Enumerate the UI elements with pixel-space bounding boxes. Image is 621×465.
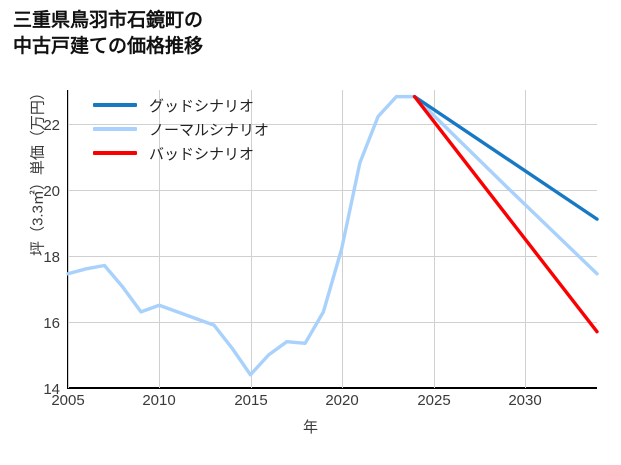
y-tick-label-18: 18 [43, 249, 60, 266]
line-series-good [412, 94, 599, 221]
line-series-bad [412, 94, 599, 334]
gridline-x-2005 [68, 90, 69, 388]
line-series-normal [66, 94, 599, 377]
x-axis-title: 年 [302, 419, 318, 436]
x-tick-label-2025: 2025 [417, 392, 451, 409]
y-tick-label-20: 20 [43, 183, 60, 200]
x-tick-label-2020: 2020 [325, 392, 359, 409]
title-line-2: 中古戸建ての価格推移 [13, 36, 204, 58]
gridline-y-20 [68, 190, 597, 191]
chart-legend: グッドシナリオ ノーマルシナリオ バッドシナリオ [93, 93, 269, 165]
y-tick-label-16: 16 [43, 315, 60, 332]
page-title: 三重県鳥羽市石鏡町の 中古戸建ての価格推移 [13, 8, 203, 60]
x-tick-label-2010: 2010 [142, 392, 176, 409]
gridline-x-2010 [159, 90, 160, 388]
gridline-y-22 [68, 124, 597, 125]
gridline-x-2025 [434, 90, 435, 388]
legend-label-good: グッドシナリオ [149, 97, 255, 115]
legend-label-normal: ノーマルシナリオ [149, 121, 270, 139]
legend-item-bad[interactable]: バッドシナリオ [93, 141, 269, 165]
gridline-y-16 [68, 322, 597, 323]
legend-item-good[interactable]: グッドシナリオ [93, 93, 269, 117]
x-tick-label-2015: 2015 [234, 392, 268, 409]
gridline-x-2015 [251, 90, 252, 388]
legend-swatch-normal [93, 127, 137, 131]
y-tick-label-22: 22 [43, 117, 60, 134]
legend-item-normal[interactable]: ノーマルシナリオ [93, 117, 269, 141]
legend-label-bad: バッドシナリオ [149, 145, 255, 163]
legend-swatch-good [93, 103, 137, 107]
x-tick-label-2030: 2030 [508, 392, 542, 409]
x-tick-label-2005: 2005 [51, 392, 85, 409]
x-axis-spine [67, 387, 597, 389]
gridline-y-18 [68, 256, 597, 257]
y-tick-label-14: 14 [43, 381, 60, 398]
legend-swatch-bad [93, 151, 137, 155]
title-line-1: 三重県鳥羽市石鏡町の [13, 10, 204, 31]
